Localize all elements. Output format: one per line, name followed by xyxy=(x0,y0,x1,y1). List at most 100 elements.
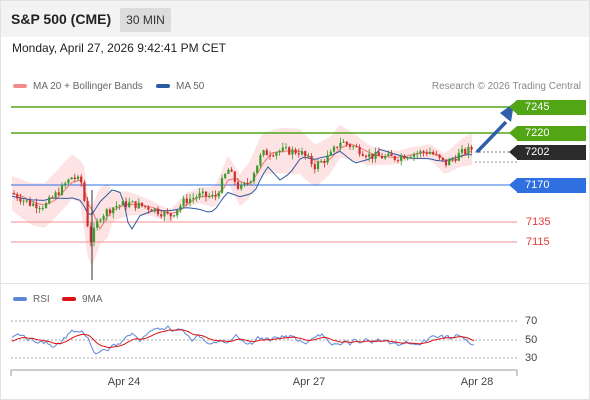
header-bar: S&P 500 (CME) 30 MIN xyxy=(1,1,589,37)
candle-body xyxy=(342,141,345,143)
candle-body xyxy=(204,191,208,197)
candle-body xyxy=(371,153,374,159)
timestamp: Monday, April 27, 2026 9:42:41 PM CET xyxy=(12,41,226,55)
candle-body xyxy=(300,151,304,155)
level-label-7135: 7135 xyxy=(526,216,551,228)
candle-body xyxy=(73,177,76,180)
research-credit: Research © 2026 Trading Central xyxy=(431,81,581,92)
candle-body xyxy=(124,201,128,208)
candle-body xyxy=(188,198,192,203)
candle-body xyxy=(393,156,396,160)
candle-body xyxy=(134,201,137,209)
rsi-line xyxy=(11,325,474,355)
candle-body xyxy=(310,155,313,165)
candle-body xyxy=(83,182,86,201)
candle-body xyxy=(416,153,419,155)
candle-body xyxy=(380,155,384,159)
candle-body xyxy=(377,152,380,156)
candle-body xyxy=(208,196,211,198)
candle-body xyxy=(89,226,92,242)
candle-body xyxy=(16,194,19,199)
candle-body xyxy=(240,185,243,189)
candle-body xyxy=(166,211,169,214)
candle-body xyxy=(332,146,336,152)
candle-body xyxy=(460,149,464,153)
candle-body xyxy=(435,154,438,156)
candle-body xyxy=(272,155,275,157)
candle-body xyxy=(64,183,67,185)
legend-swatch-rsi xyxy=(13,297,27,302)
candle-body xyxy=(172,215,176,217)
candle-body xyxy=(179,205,182,211)
candle-body xyxy=(163,211,166,217)
candle-body xyxy=(140,202,144,207)
candle-body xyxy=(160,214,163,217)
legend-swatch-bollinger xyxy=(13,84,27,89)
candle-body xyxy=(390,153,393,157)
legend-bollinger: MA 20 + Bollinger Bands xyxy=(13,81,143,92)
x-label-apr28: Apr 28 xyxy=(460,376,494,388)
candle-body xyxy=(374,152,377,159)
candle-body xyxy=(115,205,118,208)
candle-body xyxy=(307,155,310,157)
candle-body xyxy=(288,147,291,155)
candle-body xyxy=(368,153,371,158)
x-label-apr27: Apr 27 xyxy=(292,376,326,388)
legend-label-rsi: RSI xyxy=(33,294,50,305)
candle-body xyxy=(192,197,195,199)
candle-body xyxy=(220,178,224,193)
candle-body xyxy=(54,192,57,198)
candle-body xyxy=(147,206,150,210)
candle-body xyxy=(60,184,64,195)
candle-body xyxy=(48,197,51,204)
candle-body xyxy=(121,201,124,206)
candle-body xyxy=(444,160,448,166)
candle-body xyxy=(387,153,390,156)
candle-body xyxy=(313,164,316,170)
candle-body xyxy=(102,215,105,220)
candle-body xyxy=(217,192,220,197)
candle-body xyxy=(284,147,288,149)
legend-label-ma50: MA 50 xyxy=(176,81,205,92)
candle-body xyxy=(230,169,233,172)
candle-body xyxy=(128,202,131,208)
candle-body xyxy=(438,154,441,158)
candle-body xyxy=(467,146,470,154)
candle-body xyxy=(320,160,323,163)
candle-body xyxy=(108,209,112,214)
candle-body xyxy=(409,156,412,158)
candle-body xyxy=(339,142,342,148)
candle-body xyxy=(262,150,265,156)
candle-body xyxy=(256,165,259,174)
legend-label-9ma: 9MA xyxy=(82,294,103,305)
candle-body xyxy=(182,198,185,206)
candle-body xyxy=(12,193,16,195)
candle-body xyxy=(137,202,140,209)
rsi-9ma-line xyxy=(11,329,475,348)
candle-body xyxy=(297,153,300,155)
candle-body xyxy=(176,210,179,216)
candle-body xyxy=(275,152,278,156)
candle-body xyxy=(57,192,60,195)
candle-body xyxy=(19,198,22,202)
timeframe-badge[interactable]: 30 MIN xyxy=(120,8,171,32)
rsi-tick-70: 70 xyxy=(525,315,538,327)
candle-body xyxy=(406,157,409,159)
candle-body xyxy=(153,208,156,212)
candle-body xyxy=(236,181,240,189)
instrument-title: S&P 500 (CME) xyxy=(11,11,112,27)
candle-body xyxy=(41,207,44,209)
candle-body xyxy=(156,208,160,215)
legend-9ma: 9MA xyxy=(62,294,103,305)
candle-body xyxy=(259,155,262,166)
candle-body xyxy=(265,150,268,156)
candle-body xyxy=(25,200,28,202)
candle-body xyxy=(150,209,153,212)
candle-body xyxy=(22,200,25,202)
candle-body xyxy=(441,157,444,161)
candle-body xyxy=(428,151,432,155)
candle-body xyxy=(403,155,406,159)
candle-body xyxy=(105,209,108,216)
legend-ma50: MA 50 xyxy=(156,81,204,92)
